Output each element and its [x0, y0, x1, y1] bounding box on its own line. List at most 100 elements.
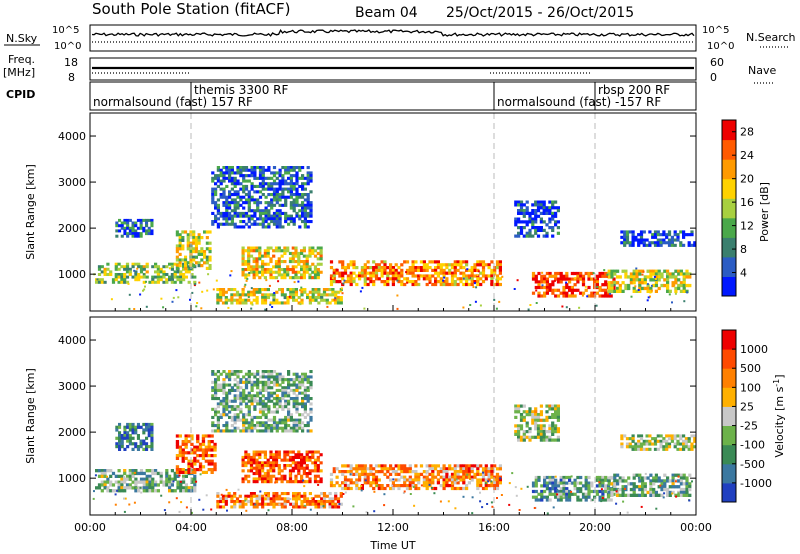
- echo-cell: [663, 473, 667, 477]
- echo-cell: [280, 268, 284, 272]
- echo-cell: [366, 266, 370, 270]
- echo-cell: [283, 268, 287, 272]
- echo-cell: [267, 405, 271, 409]
- echo-cell: [662, 233, 666, 237]
- echo-cell: [366, 260, 370, 264]
- echo-cell: [111, 278, 116, 282]
- echo-cell: [275, 494, 279, 498]
- echo-cell: [294, 494, 298, 498]
- echo-cell: [360, 268, 364, 272]
- echo-cell: [261, 469, 265, 473]
- echo-cell: [403, 475, 407, 479]
- echo-cell: [303, 220, 307, 224]
- echo-cell: [400, 263, 404, 267]
- echo-cell: [272, 424, 277, 428]
- echo-cell: [139, 425, 143, 429]
- echo-cell: [295, 402, 299, 406]
- echo-cell: [624, 269, 628, 273]
- echo-cell: [479, 481, 483, 485]
- echo-cell: [690, 243, 694, 247]
- echo-cell: [331, 293, 335, 297]
- echo-cell: [677, 278, 681, 282]
- echo-cell: [239, 391, 243, 395]
- echo-cell: [291, 270, 295, 274]
- echo-cell: [319, 270, 323, 274]
- echo-cell: [288, 276, 293, 280]
- echo-cell: [434, 277, 438, 281]
- echo-cell: [242, 168, 246, 172]
- echo-cell: [543, 294, 547, 298]
- echo-cell: [534, 421, 538, 425]
- echo-cell: [649, 485, 653, 489]
- echo-cell: [142, 422, 146, 427]
- echo-cell: [604, 478, 608, 482]
- echo-cell: [531, 217, 535, 221]
- echo-cell: [543, 495, 547, 499]
- echo-cell: [225, 222, 229, 226]
- echo-cell: [565, 271, 569, 276]
- echo-cell: [184, 442, 188, 446]
- echo-cell: [162, 280, 166, 284]
- colorbar-tick-label: -500: [740, 458, 765, 471]
- echo-cell: [565, 495, 569, 499]
- echo-cell: [309, 418, 313, 422]
- echo-cell: [498, 271, 502, 275]
- echo-cell: [459, 266, 463, 270]
- echo-cell: [193, 474, 197, 478]
- echo-cell: [377, 263, 381, 267]
- echo-cell: [545, 498, 549, 502]
- echo-cell: [272, 211, 277, 215]
- echo-cell: [414, 274, 418, 278]
- echo-cell: [123, 447, 127, 451]
- echo-cell: [272, 301, 276, 305]
- echo-cell: [190, 437, 194, 441]
- echo-cell: [170, 262, 174, 266]
- echo-cell: [295, 211, 299, 215]
- echo-cell: [391, 470, 395, 474]
- echo-cell: [258, 171, 263, 175]
- echo-cell: [366, 478, 370, 482]
- echo-cell: [316, 458, 320, 462]
- echo-cell: [576, 280, 580, 284]
- echo-cell: [445, 481, 449, 485]
- echo-cell: [620, 434, 624, 438]
- echo-cell: [405, 260, 410, 264]
- echo-cell: [470, 268, 474, 272]
- echo-cell: [281, 203, 285, 207]
- echo-cell: [352, 481, 356, 485]
- date-range: 25/Oct/2015 - 26/Oct/2015: [446, 5, 634, 21]
- echo-cell: [439, 484, 443, 488]
- echo-cell: [537, 285, 541, 290]
- echo-cell: [252, 458, 256, 462]
- echo-cell: [377, 470, 381, 474]
- echo-cell: [230, 370, 234, 374]
- echo-cell: [568, 478, 572, 482]
- echo-cell: [280, 492, 284, 496]
- echo-noise: [360, 485, 363, 487]
- echo-cell: [618, 289, 622, 293]
- echo-cell: [139, 445, 143, 449]
- echo-cell: [288, 474, 293, 478]
- echo-noise: [114, 503, 117, 506]
- echo-cell: [328, 500, 332, 504]
- echo-noise: [570, 475, 573, 478]
- echo-cell: [275, 372, 279, 376]
- echo-cell: [286, 270, 290, 274]
- echo-cell: [128, 270, 132, 274]
- echo-cell: [305, 254, 309, 258]
- echo-cell: [275, 375, 279, 379]
- echo-cell: [534, 415, 538, 419]
- echo-cell: [184, 258, 188, 262]
- echo-cell: [300, 301, 304, 305]
- echo-cell: [309, 386, 313, 390]
- echo-cell: [287, 195, 291, 199]
- echo-cell: [595, 475, 599, 480]
- echo-cell: [258, 174, 263, 178]
- echo-cell: [196, 445, 200, 449]
- echo-cell: [316, 268, 320, 272]
- echo-cell: [360, 470, 364, 474]
- echo-cell: [241, 502, 245, 506]
- echo-cell: [128, 218, 132, 222]
- echo-cell: [230, 424, 234, 428]
